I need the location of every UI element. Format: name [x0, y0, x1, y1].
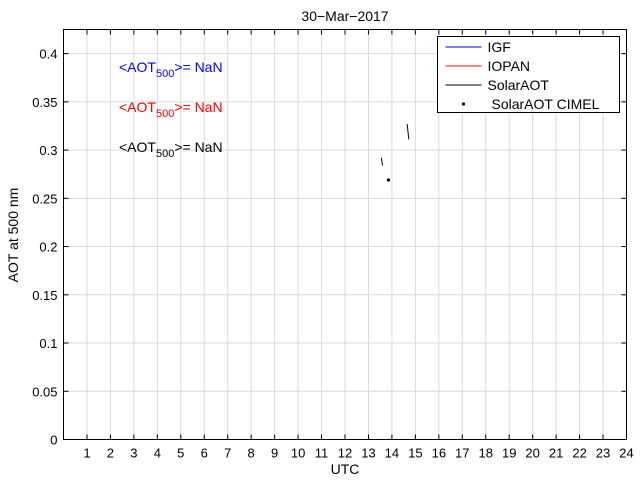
y-tick-label: 0.05	[32, 384, 57, 399]
y-tick-label: 0.35	[32, 95, 57, 110]
y-tick-label: 0	[50, 433, 57, 448]
x-tick-label: 11	[315, 446, 329, 461]
x-tick-label: 13	[361, 446, 375, 461]
x-tick-label: 19	[502, 446, 516, 461]
x-tick-label: 6	[201, 446, 208, 461]
x-tick-label: 10	[291, 446, 305, 461]
x-tick-label: 23	[596, 446, 610, 461]
x-tick-label: 9	[271, 446, 278, 461]
x-tick-label: 20	[525, 446, 539, 461]
y-tick-label: 0.2	[39, 240, 57, 255]
x-tick-label: 12	[338, 446, 352, 461]
x-tick-label: 16	[432, 446, 446, 461]
series-layer	[380, 123, 410, 182]
legend-label: SolarAOT CIMEL	[492, 96, 600, 112]
x-tick-label: 21	[549, 446, 563, 461]
legend-label: SolarAOT	[488, 77, 550, 93]
x-tick-label: 18	[479, 446, 493, 461]
legend: IGF IOPAN SolarAOT SolarAOT CIMEL	[437, 36, 620, 113]
x-tick-label: 5	[177, 446, 184, 461]
mean-aot-annotation: <AOT500>= NaN	[119, 59, 223, 80]
x-tick-label: 8	[248, 446, 255, 461]
x-tick-label: 4	[154, 446, 161, 461]
y-axis-ticks: 0 0.05 0.1 0.15 0.2 0.25 0.3 0.35 0.4	[32, 47, 627, 448]
legend-label: IOPAN	[488, 58, 531, 74]
y-axis-label: AOT at 500 nm	[5, 188, 21, 283]
x-axis-label: UTC	[331, 461, 360, 477]
y-tick-label: 0.15	[32, 288, 57, 303]
x-tick-label: 2	[107, 446, 114, 461]
x-tick-label: 7	[224, 446, 231, 461]
legend-label: IGF	[488, 39, 511, 55]
annotations: <AOT500>= NaN <AOT500>= NaN <AOT500>= NaN	[119, 59, 223, 160]
mean-aot-annotation: <AOT500>= NaN	[119, 139, 223, 160]
x-axis-ticks: 1 2 3 4 5 6 7 8 9 10 11 12 13 14 15 16 17 18 19 20 21 22 23 24	[83, 29, 634, 461]
x-tick-label: 14	[385, 446, 399, 461]
y-tick-label: 0.4	[39, 47, 57, 62]
x-tick-label: 24	[619, 446, 633, 461]
mean-aot-annotation: <AOT500>= NaN	[119, 99, 223, 120]
y-tick-label: 0.25	[32, 191, 57, 206]
series-line-segment	[406, 123, 410, 140]
y-tick-label: 0.1	[39, 336, 57, 351]
x-tick-label: 15	[408, 446, 422, 461]
series-point	[386, 178, 390, 182]
legend-marker	[461, 102, 466, 106]
y-tick-label: 0.3	[39, 143, 57, 158]
legend-box	[437, 36, 620, 113]
series-line-segment	[380, 157, 384, 166]
x-tick-label: 17	[455, 446, 469, 461]
x-tick-label: 1	[83, 446, 90, 461]
x-tick-label: 3	[130, 446, 137, 461]
x-tick-label: 22	[572, 446, 586, 461]
chart-title: 30−Mar−2017	[301, 8, 388, 24]
